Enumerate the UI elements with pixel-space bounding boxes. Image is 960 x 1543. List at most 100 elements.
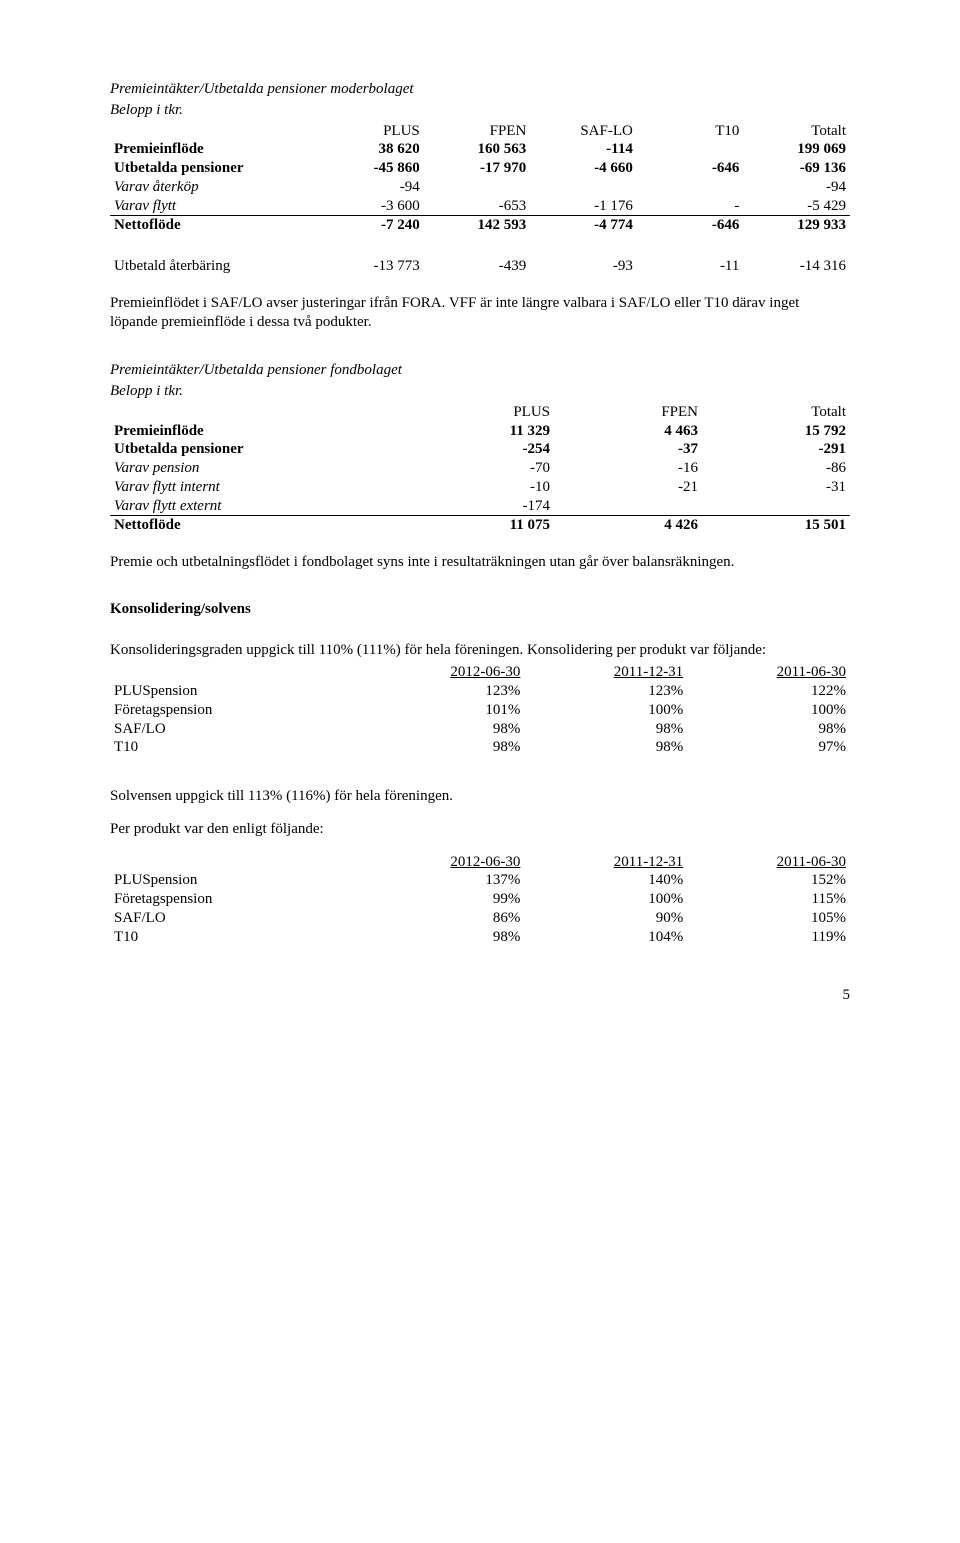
cell: -7 240 bbox=[317, 216, 424, 235]
cell: -10 bbox=[406, 478, 554, 497]
cell: -94 bbox=[317, 178, 424, 197]
table-row-aterbaring: Utbetald återbäring -13 773 -439 -93 -11… bbox=[110, 257, 850, 276]
cell: -69 136 bbox=[743, 159, 850, 178]
col-header: PLUS bbox=[317, 122, 424, 141]
cell: 15 501 bbox=[702, 516, 850, 535]
col-header: FPEN bbox=[424, 122, 531, 141]
cell: -439 bbox=[424, 257, 531, 276]
cell: 11 329 bbox=[406, 422, 554, 441]
table-row: Utbetalda pensioner -254 -37 -291 bbox=[110, 440, 850, 459]
row-label: Nettoflöde bbox=[110, 516, 406, 535]
cell: 15 792 bbox=[702, 422, 850, 441]
table-row: Varav återköp -94 -94 bbox=[110, 178, 850, 197]
cell: - bbox=[637, 197, 744, 216]
table-konsolidering: 2012-06-30 2011-12-31 2011-06-30 PLUSpen… bbox=[110, 663, 850, 757]
solvens-intro1: Solvensen uppgick till 113% (116%) för h… bbox=[110, 787, 850, 806]
cell: 90% bbox=[524, 909, 687, 928]
row-label: Varav flytt internt bbox=[110, 478, 406, 497]
row-label: Utbetalda pensioner bbox=[110, 440, 406, 459]
page-number: 5 bbox=[110, 986, 850, 1005]
col-header: 2011-06-30 bbox=[687, 663, 850, 682]
col-header: Totalt bbox=[702, 403, 850, 422]
row-label: Varav flytt externt bbox=[110, 497, 406, 516]
cell: -114 bbox=[530, 140, 637, 159]
cell: -4 660 bbox=[530, 159, 637, 178]
row-label: Företagspension bbox=[110, 890, 362, 909]
cell: -646 bbox=[637, 159, 744, 178]
cell: 98% bbox=[362, 720, 525, 739]
cell: 86% bbox=[362, 909, 525, 928]
cell: -291 bbox=[702, 440, 850, 459]
table-row: PLUSpension 137% 140% 152% bbox=[110, 871, 850, 890]
cell: -174 bbox=[406, 497, 554, 516]
table-row: T10 98% 104% 119% bbox=[110, 928, 850, 947]
cell: 160 563 bbox=[424, 140, 531, 159]
section2-subtitle: Belopp i tkr. bbox=[110, 382, 850, 401]
section1-subtitle: Belopp i tkr. bbox=[110, 101, 850, 120]
cell: -94 bbox=[743, 178, 850, 197]
table-row: Premieinflöde 11 329 4 463 15 792 bbox=[110, 422, 850, 441]
cell: -31 bbox=[702, 478, 850, 497]
col-header: 2012-06-30 bbox=[362, 663, 525, 682]
table-row: Varav pension -70 -16 -86 bbox=[110, 459, 850, 478]
cell: 123% bbox=[524, 682, 687, 701]
row-label: Premieinflöde bbox=[110, 140, 317, 159]
row-label: PLUSpension bbox=[110, 871, 362, 890]
col-header: T10 bbox=[637, 122, 744, 141]
cell: 152% bbox=[687, 871, 850, 890]
cell: -93 bbox=[530, 257, 637, 276]
col-header: PLUS bbox=[406, 403, 554, 422]
row-label: Utbetalda pensioner bbox=[110, 159, 317, 178]
cell: -653 bbox=[424, 197, 531, 216]
row-label: T10 bbox=[110, 928, 362, 947]
cell: 137% bbox=[362, 871, 525, 890]
cell: 101% bbox=[362, 701, 525, 720]
row-label: SAF/LO bbox=[110, 909, 362, 928]
cell: 129 933 bbox=[743, 216, 850, 235]
table-solvens: 2012-06-30 2011-12-31 2011-06-30 PLUSpen… bbox=[110, 853, 850, 947]
col-header: Totalt bbox=[743, 122, 850, 141]
col-header: 2011-12-31 bbox=[524, 853, 687, 872]
cell: 119% bbox=[687, 928, 850, 947]
cell: -254 bbox=[406, 440, 554, 459]
col-header: 2012-06-30 bbox=[362, 853, 525, 872]
cell: -17 970 bbox=[424, 159, 531, 178]
section2-note: Premie och utbetalningsflödet i fondbola… bbox=[110, 553, 850, 572]
cell: 98% bbox=[524, 720, 687, 739]
cell: -16 bbox=[554, 459, 702, 478]
table-row: Premieinflöde 38 620 160 563 -114 199 06… bbox=[110, 140, 850, 159]
row-label: Nettoflöde bbox=[110, 216, 317, 235]
cell: -45 860 bbox=[317, 159, 424, 178]
table-row: Varav flytt externt -174 bbox=[110, 497, 850, 516]
cell: 98% bbox=[524, 738, 687, 757]
col-header: SAF-LO bbox=[530, 122, 637, 141]
cell: -4 774 bbox=[530, 216, 637, 235]
table-moderbolaget: PLUS FPEN SAF-LO T10 Totalt Premieinflöd… bbox=[110, 122, 850, 276]
cell: 97% bbox=[687, 738, 850, 757]
cell: 11 075 bbox=[406, 516, 554, 535]
table-header-row: PLUS FPEN SAF-LO T10 Totalt bbox=[110, 122, 850, 141]
cell: -5 429 bbox=[743, 197, 850, 216]
cell: 99% bbox=[362, 890, 525, 909]
table-row: SAF/LO 86% 90% 105% bbox=[110, 909, 850, 928]
row-label: Varav pension bbox=[110, 459, 406, 478]
col-header: 2011-06-30 bbox=[687, 853, 850, 872]
cell: -21 bbox=[554, 478, 702, 497]
table-header-row: 2012-06-30 2011-12-31 2011-06-30 bbox=[110, 663, 850, 682]
cell: 104% bbox=[524, 928, 687, 947]
cell: 105% bbox=[687, 909, 850, 928]
cell: 199 069 bbox=[743, 140, 850, 159]
cell: 4 426 bbox=[554, 516, 702, 535]
cell: -3 600 bbox=[317, 197, 424, 216]
cell: 98% bbox=[362, 738, 525, 757]
cell bbox=[702, 497, 850, 516]
cell: 142 593 bbox=[424, 216, 531, 235]
row-label: PLUSpension bbox=[110, 682, 362, 701]
table-row: Varav flytt -3 600 -653 -1 176 - -5 429 bbox=[110, 197, 850, 216]
row-label: T10 bbox=[110, 738, 362, 757]
cell: -646 bbox=[637, 216, 744, 235]
col-header: 2011-12-31 bbox=[524, 663, 687, 682]
table-row: SAF/LO 98% 98% 98% bbox=[110, 720, 850, 739]
table-row: T10 98% 98% 97% bbox=[110, 738, 850, 757]
cell: -1 176 bbox=[530, 197, 637, 216]
